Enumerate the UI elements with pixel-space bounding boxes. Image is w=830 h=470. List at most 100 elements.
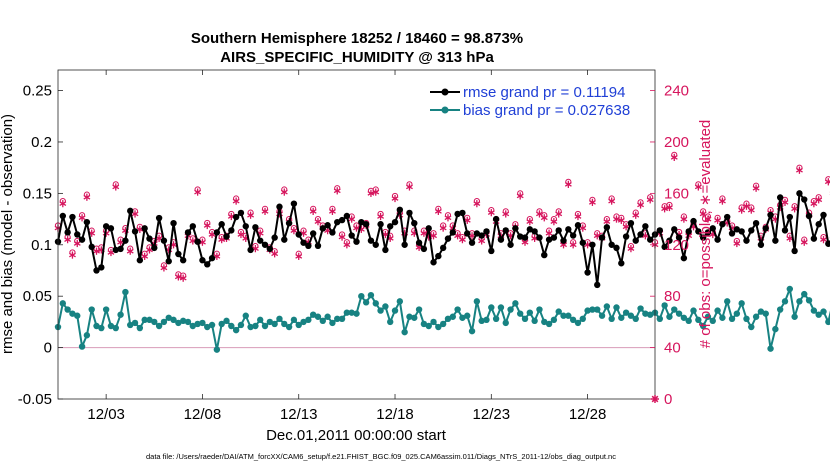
bias-point [762, 310, 769, 317]
rmse-point [382, 246, 389, 254]
obs-evaluated-point [666, 203, 673, 212]
rmse-point [78, 236, 86, 243]
rmse-point [59, 212, 67, 220]
rmse-point [454, 210, 461, 218]
bias-point [671, 306, 678, 313]
rmse-point [232, 213, 240, 221]
asterisk-stroke [564, 182, 572, 187]
bias-point [112, 324, 119, 332]
asterisk-stroke [69, 252, 76, 258]
rmse-point [425, 225, 432, 232]
rmse-point [656, 227, 664, 234]
obs-evaluated-point [502, 210, 510, 218]
rmse-point [300, 239, 307, 246]
asterisk-stroke [458, 237, 466, 243]
obs-evaluated-point [555, 210, 563, 218]
bias-point [367, 291, 375, 299]
bias-point [127, 321, 134, 329]
obs-evaluated-point [430, 232, 437, 240]
asterisk-stroke [237, 232, 245, 237]
obs-evaluated-point [83, 193, 91, 201]
rmse-point [690, 217, 697, 225]
bias-point [714, 307, 721, 314]
bias-point [194, 320, 201, 328]
bias-point [454, 306, 461, 313]
asterisk-stroke [218, 237, 226, 243]
bias-point [685, 317, 692, 325]
bias-point [348, 309, 355, 316]
left-tick-label: 0.25 [23, 83, 52, 100]
bias-point [632, 315, 639, 323]
rmse-point [468, 239, 476, 246]
rmse-point [271, 234, 278, 241]
rmse-point [603, 224, 611, 231]
rmse-point [237, 209, 245, 217]
data-file-footer: data file: /Users/raeder/DAI/ATM_forcXX/… [146, 452, 616, 461]
asterisk-stroke [141, 253, 149, 259]
rmse-point [579, 239, 586, 246]
rmse-point [242, 223, 249, 230]
obs-evaluated-point [420, 229, 428, 237]
rmse-point [247, 246, 254, 254]
obs-evaluated-point [194, 188, 202, 196]
obs-evaluated-point [309, 207, 317, 215]
obs-evaluated-point [203, 221, 211, 230]
rmse-point [401, 241, 408, 248]
bias-point [184, 318, 192, 326]
rmse-point [309, 230, 317, 237]
rmse-point [594, 281, 601, 289]
right-tick-label: 160 [664, 185, 689, 202]
obs-evaluated-point [516, 192, 524, 200]
asterisk-stroke [78, 215, 86, 221]
bias-point [372, 300, 379, 307]
bias-point [497, 304, 505, 311]
right-tick-label: 0 [664, 391, 672, 408]
rmse-point [632, 237, 639, 244]
asterisk-stroke [126, 248, 134, 254]
obs-evaluated-point [444, 214, 452, 222]
rmse-point [502, 227, 509, 234]
bias-point [752, 313, 760, 320]
bias-point [801, 290, 808, 298]
bias-point [776, 306, 784, 313]
rmse-point [257, 237, 264, 244]
bias-point [401, 328, 408, 336]
x-tick-label: 12/13 [280, 406, 318, 423]
bias-point [757, 308, 765, 315]
asterisk-stroke [651, 395, 659, 403]
obs-evaluated-point [64, 236, 72, 244]
rmse-point [622, 233, 630, 240]
rmse-point [415, 239, 423, 246]
obs-evaluated-point [78, 214, 86, 222]
bias-point [748, 323, 755, 331]
bias-point [406, 313, 413, 320]
bias-point [545, 320, 553, 328]
asterisk-stroke [526, 219, 534, 225]
rmse-point [377, 221, 384, 228]
obs-evaluated-point [112, 183, 120, 191]
rmse-point [488, 247, 495, 255]
bias-point [767, 345, 774, 352]
rmse-point [170, 219, 177, 227]
bias-point [565, 312, 572, 319]
asterisk-stroke [406, 184, 413, 190]
bias-point [603, 303, 611, 310]
asterisk-stroke [208, 232, 216, 237]
asterisk-stroke [136, 226, 144, 232]
bias-point [516, 310, 524, 317]
asterisk-stroke [670, 155, 678, 160]
asterisk-stroke [800, 239, 808, 245]
rmse-point [637, 231, 644, 238]
rmse-point [102, 223, 110, 230]
asterisk-stroke [300, 230, 307, 236]
rmse-point [569, 232, 577, 239]
bias-point [666, 313, 673, 320]
rmse-point [117, 245, 124, 253]
bias-point [483, 316, 490, 324]
asterisk-stroke [93, 248, 100, 254]
asterisk-stroke [545, 230, 553, 236]
obs-evaluated-point [781, 198, 789, 206]
bias-point [772, 325, 779, 333]
obs-evaluated-point [608, 197, 616, 205]
bias-point [502, 319, 509, 327]
